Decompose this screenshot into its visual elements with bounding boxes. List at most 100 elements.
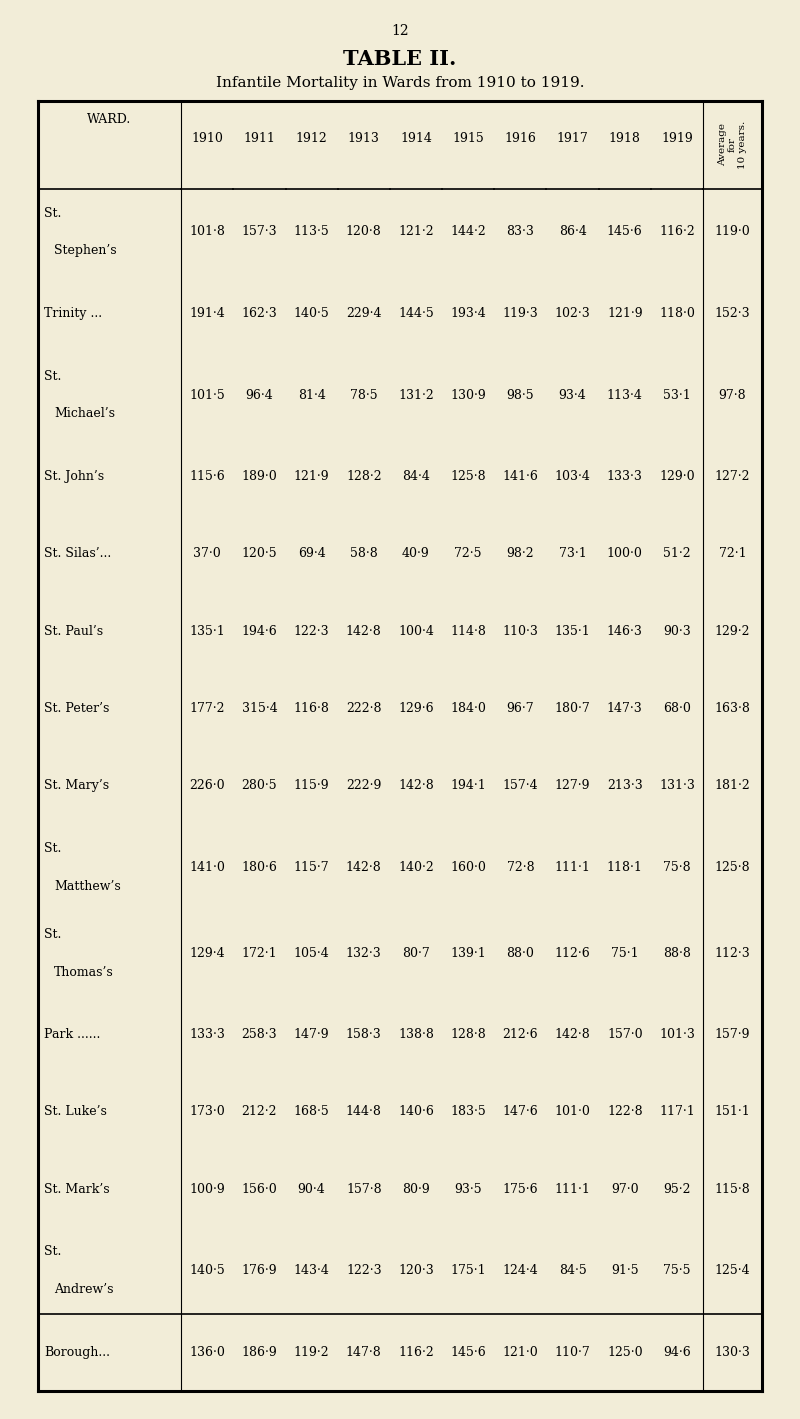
Text: 112·6: 112·6 [554, 946, 590, 959]
Text: 140·2: 140·2 [398, 861, 434, 874]
Text: 1915: 1915 [452, 132, 484, 146]
Text: 86·4: 86·4 [558, 226, 586, 238]
Text: 184·0: 184·0 [450, 702, 486, 715]
Text: 157·4: 157·4 [502, 779, 538, 792]
Text: 127·2: 127·2 [714, 470, 750, 482]
Text: 168·5: 168·5 [294, 1105, 330, 1118]
Text: 93·4: 93·4 [558, 389, 586, 402]
Text: 101·0: 101·0 [554, 1105, 590, 1118]
Text: 144·8: 144·8 [346, 1105, 382, 1118]
Text: 160·0: 160·0 [450, 861, 486, 874]
Text: 280·5: 280·5 [242, 779, 278, 792]
Text: 1911: 1911 [243, 132, 275, 146]
Text: 1910: 1910 [191, 132, 223, 146]
Text: Average
for
10 years.: Average for 10 years. [718, 121, 747, 169]
Text: 111·1: 111·1 [554, 861, 590, 874]
Text: 68·0: 68·0 [663, 702, 691, 715]
Text: 100·4: 100·4 [398, 624, 434, 637]
Text: 163·8: 163·8 [714, 702, 750, 715]
Text: 88·8: 88·8 [663, 946, 691, 959]
Text: 100·0: 100·0 [607, 548, 642, 561]
Text: 226·0: 226·0 [190, 779, 225, 792]
Text: 122·8: 122·8 [607, 1105, 642, 1118]
Text: 95·2: 95·2 [663, 1182, 690, 1196]
Text: 88·0: 88·0 [506, 946, 534, 959]
Text: 128·2: 128·2 [346, 470, 382, 482]
Text: 72·5: 72·5 [454, 548, 482, 561]
Text: 152·3: 152·3 [714, 307, 750, 321]
Text: 119·3: 119·3 [502, 307, 538, 321]
Text: 73·1: 73·1 [558, 548, 586, 561]
Text: 115·6: 115·6 [190, 470, 225, 482]
Text: 80·9: 80·9 [402, 1182, 430, 1196]
Text: 176·9: 176·9 [242, 1264, 278, 1277]
Text: 40·9: 40·9 [402, 548, 430, 561]
Text: 75·8: 75·8 [663, 861, 690, 874]
Text: 147·8: 147·8 [346, 1345, 382, 1359]
Text: 136·0: 136·0 [190, 1345, 225, 1359]
Text: 127·9: 127·9 [555, 779, 590, 792]
Text: 135·1: 135·1 [554, 624, 590, 637]
Text: 72·8: 72·8 [506, 861, 534, 874]
Text: 12: 12 [391, 24, 409, 38]
Text: St. Paul’s: St. Paul’s [44, 624, 103, 637]
Text: 130·9: 130·9 [450, 389, 486, 402]
Text: St. Luke’s: St. Luke’s [44, 1105, 107, 1118]
Text: 96·4: 96·4 [246, 389, 274, 402]
Text: 121·9: 121·9 [607, 307, 642, 321]
Text: 147·9: 147·9 [294, 1029, 330, 1042]
Text: 191·4: 191·4 [190, 307, 225, 321]
Text: 94·6: 94·6 [663, 1345, 691, 1359]
Text: 130·3: 130·3 [714, 1345, 750, 1359]
Text: 37·0: 37·0 [194, 548, 221, 561]
Text: 139·1: 139·1 [450, 946, 486, 959]
Text: 186·9: 186·9 [242, 1345, 278, 1359]
Text: Matthew’s: Matthew’s [54, 880, 121, 893]
Text: Stephen’s: Stephen’s [54, 244, 117, 257]
Text: 115·8: 115·8 [714, 1182, 750, 1196]
Text: 140·6: 140·6 [398, 1105, 434, 1118]
Text: 147·6: 147·6 [502, 1105, 538, 1118]
Text: 138·8: 138·8 [398, 1029, 434, 1042]
Text: Thomas’s: Thomas’s [54, 965, 114, 979]
Text: 258·3: 258·3 [242, 1029, 278, 1042]
Text: 147·3: 147·3 [607, 702, 642, 715]
Text: 1912: 1912 [296, 132, 327, 146]
Text: 115·9: 115·9 [294, 779, 330, 792]
Text: 120·3: 120·3 [398, 1264, 434, 1277]
Text: TABLE II.: TABLE II. [343, 50, 457, 70]
Text: 229·4: 229·4 [346, 307, 382, 321]
Text: 125·4: 125·4 [714, 1264, 750, 1277]
Text: 157·0: 157·0 [607, 1029, 642, 1042]
Text: 1916: 1916 [505, 132, 536, 146]
Text: 110·7: 110·7 [554, 1345, 590, 1359]
Text: 144·2: 144·2 [450, 226, 486, 238]
Text: 101·8: 101·8 [190, 226, 225, 238]
Text: St. Peter’s: St. Peter’s [44, 702, 110, 715]
Text: 84·5: 84·5 [558, 1264, 586, 1277]
Text: 141·6: 141·6 [502, 470, 538, 482]
Text: 151·1: 151·1 [714, 1105, 750, 1118]
Text: 90·3: 90·3 [663, 624, 691, 637]
Text: Borough...: Borough... [44, 1345, 110, 1359]
Text: St.: St. [44, 1246, 62, 1259]
Text: 1914: 1914 [400, 132, 432, 146]
Text: 194·1: 194·1 [450, 779, 486, 792]
Text: 133·3: 133·3 [190, 1029, 225, 1042]
Text: 119·0: 119·0 [714, 226, 750, 238]
Text: 72·1: 72·1 [718, 548, 746, 561]
Text: St.: St. [44, 928, 62, 941]
Text: 180·7: 180·7 [554, 702, 590, 715]
Text: 122·3: 122·3 [294, 624, 330, 637]
Text: 113·5: 113·5 [294, 226, 330, 238]
Text: 114·8: 114·8 [450, 624, 486, 637]
Text: 175·6: 175·6 [502, 1182, 538, 1196]
Text: 75·1: 75·1 [611, 946, 638, 959]
Text: 69·4: 69·4 [298, 548, 326, 561]
Text: 93·5: 93·5 [454, 1182, 482, 1196]
Text: 112·3: 112·3 [714, 946, 750, 959]
Text: 212·6: 212·6 [502, 1029, 538, 1042]
Text: 98·2: 98·2 [506, 548, 534, 561]
Text: 193·4: 193·4 [450, 307, 486, 321]
Text: 118·0: 118·0 [659, 307, 695, 321]
